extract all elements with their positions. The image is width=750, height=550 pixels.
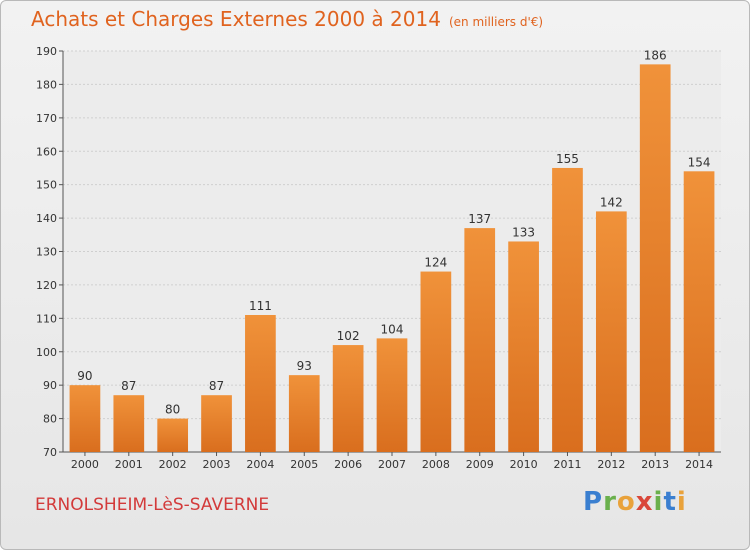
y-tick-label: 110 xyxy=(36,312,57,325)
chart-subtitle: (en milliers d'€) xyxy=(448,15,544,29)
data-label: 90 xyxy=(77,369,92,383)
data-label: 137 xyxy=(468,212,491,226)
data-label: 104 xyxy=(381,322,404,336)
x-tick-label: 2008 xyxy=(422,458,450,471)
bar xyxy=(683,171,715,453)
town-name: ERNOLSHEIM-LèS-SAVERNE xyxy=(35,495,270,515)
x-tick-label: 2014 xyxy=(685,458,713,471)
proxiti-logo: Proxiti xyxy=(583,487,687,517)
y-tick-label: 170 xyxy=(36,112,57,125)
data-label: 102 xyxy=(337,329,360,343)
y-tick-label: 100 xyxy=(36,346,57,359)
data-label: 142 xyxy=(600,195,623,209)
y-tick-label: 190 xyxy=(36,45,57,58)
bar xyxy=(245,314,276,452)
y-tick-label: 90 xyxy=(43,379,57,392)
x-tick-label: 2011 xyxy=(553,458,581,471)
x-tick-label: 2004 xyxy=(246,458,274,471)
y-tick-label: 150 xyxy=(36,179,57,192)
data-label: 124 xyxy=(424,256,447,270)
data-label: 80 xyxy=(165,403,180,417)
data-label: 155 xyxy=(556,152,579,166)
x-tick-label: 2013 xyxy=(641,458,669,471)
bar xyxy=(639,64,671,452)
bar xyxy=(552,167,583,453)
x-tick-label: 2001 xyxy=(115,458,143,471)
x-tick-label: 2003 xyxy=(203,458,231,471)
x-tick-label: 2002 xyxy=(159,458,187,471)
y-tick-label: 120 xyxy=(36,279,57,292)
x-tick-label: 2000 xyxy=(71,458,99,471)
bar xyxy=(332,345,364,452)
y-tick-label: 160 xyxy=(36,145,57,158)
x-tick-label: 2012 xyxy=(597,458,625,471)
chart-title-text: Achats et Charges Externes 2000 à 2014 xyxy=(31,7,441,31)
bar xyxy=(420,271,452,452)
y-tick-label: 70 xyxy=(43,446,57,459)
x-tick-label: 2005 xyxy=(290,458,318,471)
x-tick-label: 2006 xyxy=(334,458,362,471)
bar xyxy=(376,338,408,452)
bar xyxy=(464,228,496,452)
data-label: 93 xyxy=(297,359,312,373)
data-label: 87 xyxy=(121,379,136,393)
bar xyxy=(288,375,320,452)
bar xyxy=(157,418,189,452)
data-label: 87 xyxy=(209,379,224,393)
bar xyxy=(201,395,232,452)
data-label: 154 xyxy=(688,155,711,169)
chart-title: Achats et Charges Externes 2000 à 2014 (e… xyxy=(31,7,543,31)
bar xyxy=(508,241,539,452)
x-tick-label: 2009 xyxy=(466,458,494,471)
bar xyxy=(69,385,101,452)
x-tick-label: 2010 xyxy=(510,458,538,471)
data-label: 186 xyxy=(644,48,667,62)
data-label: 133 xyxy=(512,225,535,239)
y-tick-label: 180 xyxy=(36,78,57,91)
data-label: 111 xyxy=(249,299,272,313)
bar xyxy=(595,211,627,452)
y-tick-label: 130 xyxy=(36,246,57,259)
y-tick-label: 80 xyxy=(43,413,57,426)
y-tick-label: 140 xyxy=(36,212,57,225)
x-tick-label: 2007 xyxy=(378,458,406,471)
bar xyxy=(113,395,145,452)
